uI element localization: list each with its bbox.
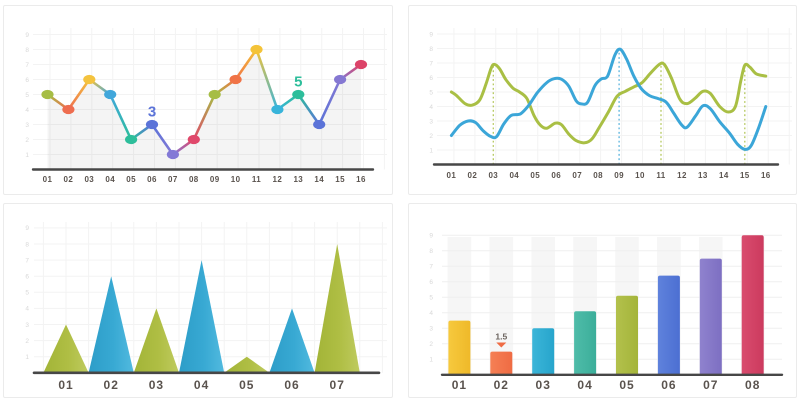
svg-text:09: 09: [614, 171, 624, 180]
svg-text:08: 08: [745, 378, 760, 392]
svg-text:13: 13: [698, 171, 708, 180]
svg-text:06: 06: [284, 378, 299, 392]
svg-text:14: 14: [719, 171, 729, 180]
svg-text:02: 02: [468, 171, 478, 180]
svg-text:3: 3: [429, 118, 433, 125]
svg-text:02: 02: [494, 378, 509, 392]
svg-text:01: 01: [452, 378, 467, 392]
svg-text:03: 03: [488, 171, 498, 180]
svg-text:03: 03: [84, 175, 94, 184]
svg-text:09: 09: [210, 175, 220, 184]
svg-text:05: 05: [619, 378, 634, 392]
svg-text:02: 02: [64, 175, 74, 184]
svg-text:12: 12: [273, 175, 283, 184]
svg-text:15: 15: [740, 171, 750, 180]
svg-text:6: 6: [25, 77, 29, 84]
svg-text:11: 11: [252, 175, 261, 184]
svg-text:5: 5: [25, 290, 29, 297]
svg-text:01: 01: [447, 171, 457, 180]
svg-text:03: 03: [149, 378, 164, 392]
svg-text:6: 6: [429, 75, 433, 82]
svg-text:06: 06: [551, 171, 561, 180]
svg-text:3: 3: [25, 322, 29, 329]
svg-text:2: 2: [429, 133, 433, 140]
svg-text:3: 3: [25, 122, 29, 129]
svg-text:16: 16: [356, 175, 366, 184]
svg-text:07: 07: [168, 175, 178, 184]
svg-text:1.5: 1.5: [495, 332, 507, 342]
svg-text:5: 5: [25, 92, 29, 99]
svg-text:01: 01: [43, 175, 53, 184]
svg-text:9: 9: [25, 225, 29, 232]
svg-text:06: 06: [147, 175, 157, 184]
svg-text:5: 5: [429, 295, 433, 302]
svg-text:5: 5: [429, 89, 433, 96]
svg-text:04: 04: [509, 171, 519, 180]
svg-text:7: 7: [429, 264, 433, 271]
svg-text:07: 07: [703, 378, 718, 392]
svg-text:5: 5: [294, 74, 302, 91]
svg-text:08: 08: [593, 171, 603, 180]
svg-text:07: 07: [330, 378, 345, 392]
svg-text:2: 2: [25, 137, 29, 144]
svg-text:6: 6: [429, 279, 433, 286]
svg-text:4: 4: [25, 306, 29, 313]
svg-text:10: 10: [231, 175, 241, 184]
svg-text:1: 1: [25, 354, 29, 361]
svg-text:1: 1: [429, 147, 433, 154]
svg-text:7: 7: [25, 62, 29, 69]
svg-text:15: 15: [335, 175, 345, 184]
svg-text:9: 9: [429, 233, 433, 240]
svg-text:02: 02: [104, 378, 119, 392]
svg-text:4: 4: [429, 104, 433, 111]
svg-text:04: 04: [577, 378, 592, 392]
svg-text:7: 7: [25, 257, 29, 264]
svg-text:11: 11: [656, 171, 665, 180]
svg-text:04: 04: [105, 175, 115, 184]
svg-text:04: 04: [194, 378, 209, 392]
svg-text:13: 13: [293, 175, 303, 184]
svg-text:08: 08: [189, 175, 199, 184]
svg-text:12: 12: [677, 171, 687, 180]
svg-text:6: 6: [25, 274, 29, 281]
svg-text:05: 05: [239, 378, 254, 392]
svg-text:2: 2: [429, 341, 433, 348]
svg-text:06: 06: [661, 378, 676, 392]
svg-text:03: 03: [536, 378, 551, 392]
svg-text:1: 1: [25, 152, 29, 159]
svg-text:9: 9: [429, 31, 433, 38]
svg-text:8: 8: [25, 47, 29, 54]
svg-text:05: 05: [126, 175, 136, 184]
svg-text:3: 3: [429, 326, 433, 333]
svg-text:3: 3: [148, 104, 156, 121]
svg-text:16: 16: [761, 171, 771, 180]
svg-text:8: 8: [429, 46, 433, 53]
svg-text:4: 4: [25, 107, 29, 114]
svg-text:8: 8: [429, 248, 433, 255]
svg-text:1: 1: [429, 357, 433, 364]
svg-text:10: 10: [635, 171, 645, 180]
svg-text:05: 05: [530, 171, 540, 180]
svg-text:2: 2: [25, 338, 29, 345]
svg-text:9: 9: [25, 32, 29, 39]
svg-text:01: 01: [58, 378, 73, 392]
svg-text:07: 07: [572, 171, 582, 180]
svg-text:14: 14: [314, 175, 324, 184]
svg-text:4: 4: [429, 310, 433, 317]
svg-text:8: 8: [25, 241, 29, 248]
svg-text:7: 7: [429, 60, 433, 67]
